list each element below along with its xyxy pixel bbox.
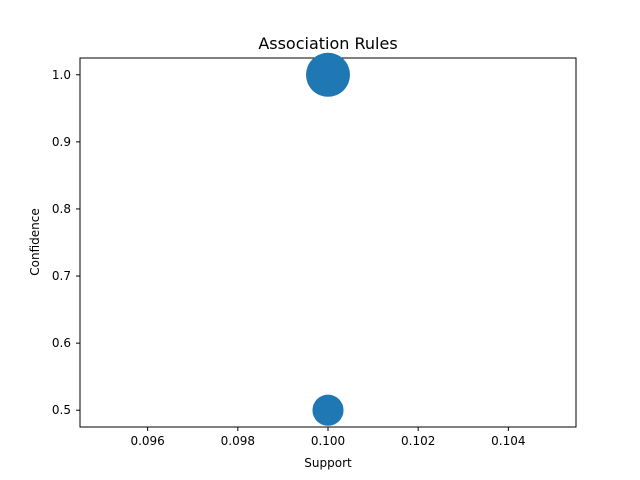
y-tick-label: 0.8 — [52, 202, 71, 216]
y-tick-label: 0.5 — [52, 403, 71, 417]
x-tick-label: 0.102 — [401, 434, 435, 448]
y-tick-label: 0.6 — [52, 336, 71, 350]
x-tick-label: 0.096 — [130, 434, 164, 448]
data-points — [306, 52, 350, 426]
x-tick-label: 0.098 — [221, 434, 255, 448]
chart-title: Association Rules — [258, 34, 397, 53]
y-tick-label: 0.9 — [52, 135, 71, 149]
y-tick-label: 1.0 — [52, 68, 71, 82]
plot-area — [79, 57, 577, 428]
x-tick-label: 0.100 — [311, 434, 345, 448]
scatter-point — [306, 52, 350, 97]
x-axis-label: Support — [304, 456, 352, 470]
y-axis-label: Confidence — [28, 208, 42, 275]
x-tick-label: 0.104 — [491, 434, 525, 448]
y-tick-label: 0.7 — [52, 269, 71, 283]
x-axis-ticks: 0.096 0.098 0.100 0.102 0.104 — [130, 427, 526, 448]
scatter-point — [312, 394, 344, 426]
y-axis-ticks: 0.5 0.6 0.7 0.8 0.9 1.0 — [52, 68, 80, 417]
